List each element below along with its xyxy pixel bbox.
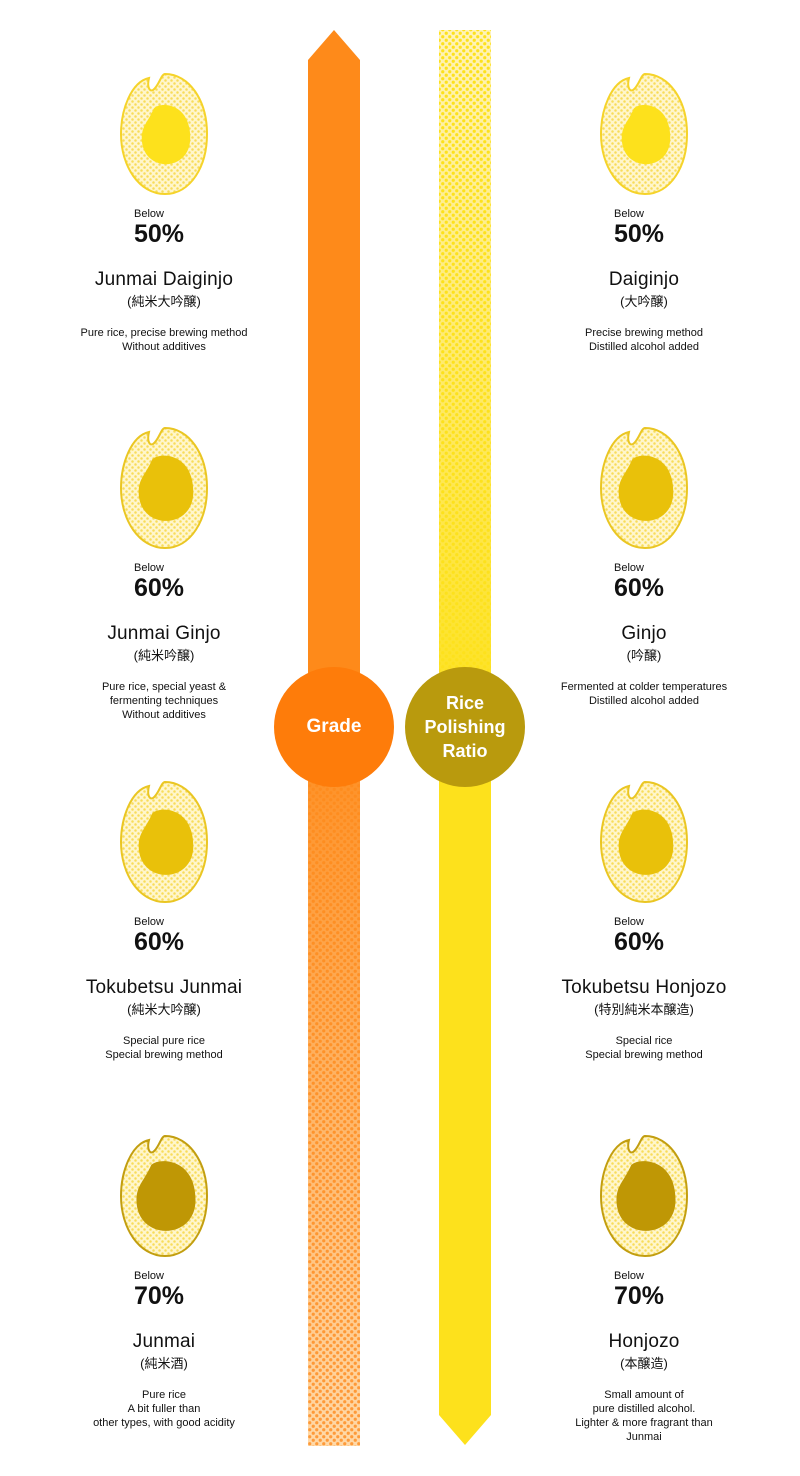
ratio-circle: Rice Polishing Ratio <box>405 667 525 787</box>
description-line: Junmai <box>626 1431 662 1443</box>
grade-circle: Grade <box>274 667 394 787</box>
grade-entry-right-1: Below 60% Ginjo (吟醸) Fermented at colder tem… <box>494 424 794 708</box>
grade-bar-fade <box>308 720 360 1446</box>
rice-core <box>618 809 674 875</box>
below-label: Below <box>134 916 164 928</box>
rice-core <box>616 1161 676 1231</box>
grade-description: Fermented at colder temperatures Distille… <box>494 680 794 708</box>
grade-name: Ginjo <box>621 623 667 644</box>
rice-core <box>136 1161 196 1231</box>
polishing-percent: 60% <box>134 574 185 602</box>
grade-description: Special pure rice Special brewing method <box>14 1034 314 1062</box>
grade-name: Junmai Daiginjo <box>94 269 234 290</box>
rice-grain-icon <box>599 426 689 550</box>
grade-entry-left-1: Below 60% Junmai Ginjo (純米吟醸) Pure rice, spe… <box>14 424 314 722</box>
rice-core <box>138 455 194 521</box>
below-label: Below <box>134 562 164 574</box>
polishing-percent: 50% <box>134 220 185 248</box>
rice-grain-icon <box>119 780 209 904</box>
below-label: Below <box>614 562 644 574</box>
description-line: Fermented at colder temperatures <box>560 681 728 693</box>
grade-entry-left-0: Below 50% Junmai Daiginjo (純米大吟醸) Pure rice,… <box>14 70 314 354</box>
description-line: Special rice <box>615 1035 673 1047</box>
ratio-label-line-3: Ratio <box>442 741 488 761</box>
grade-label: Grade <box>306 716 362 737</box>
description-line: Special brewing method <box>105 1049 223 1061</box>
description-line: Without additives <box>122 341 206 353</box>
grade-entry-right-3: Below 70% Honjozo (本醸造) Small amount of pure … <box>494 1132 794 1444</box>
grade-kanji: (大吟醸) <box>620 294 668 309</box>
description-line: Precise brewing method <box>584 327 703 339</box>
rice-grain-icon <box>599 780 689 904</box>
grade-description: Special rice Special brewing method <box>494 1034 794 1062</box>
grade-kanji: (純米吟醸) <box>133 648 195 663</box>
grade-entry-right-2: Below 60% Tokubetsu Honjozo (特別純米本醸造) Specia… <box>494 778 794 1062</box>
polishing-percent: 70% <box>134 1282 185 1310</box>
polishing-percent: 50% <box>614 220 665 248</box>
rice-core <box>621 105 671 165</box>
grade-description: Pure rice, special yeast & fermenting tec… <box>14 680 314 722</box>
grade-bar-top <box>308 30 360 720</box>
polishing-percent: 70% <box>614 1282 665 1310</box>
description-line: Distilled alcohol added <box>588 695 700 707</box>
grade-description: Pure rice, precise brewing method Without… <box>14 326 314 354</box>
ratio-bar-bottom <box>439 720 491 1445</box>
grade-kanji: (純米大吟醸) <box>127 1002 201 1017</box>
rice-core <box>618 455 674 521</box>
polishing-percent: 60% <box>614 928 665 956</box>
below-label: Below <box>614 1270 644 1282</box>
grade-kanji: (純米大吟醸) <box>127 294 201 309</box>
below-label: Below <box>614 208 644 220</box>
grade-kanji: (本醸造) <box>620 1356 668 1371</box>
below-label: Below <box>614 916 644 928</box>
ratio-bar-fade <box>439 30 491 730</box>
description-line: Small amount of <box>604 1389 684 1401</box>
grade-description: Pure rice A bit fuller than other types, w… <box>14 1388 314 1430</box>
grade-name: Junmai Ginjo <box>107 623 221 644</box>
ratio-label-line-1: Rice <box>445 693 485 713</box>
grade-name: Junmai <box>132 1331 196 1352</box>
below-label: Below <box>134 208 164 220</box>
grade-kanji: (純米酒) <box>140 1356 188 1371</box>
rice-core <box>141 105 191 165</box>
grade-entry-right-0: Below 50% Daiginjo (大吟醸) Precise brewing met… <box>494 70 794 354</box>
grade-entry-left-2: Below 60% Tokubetsu Junmai (純米大吟醸) Special p… <box>14 778 314 1062</box>
grade-name: Daiginjo <box>608 269 680 290</box>
rice-grain-icon <box>599 1134 689 1258</box>
description-line: Lighter & more fragrant than <box>575 1417 713 1429</box>
rice-grain-icon <box>599 72 689 196</box>
grade-description: Small amount of pure distilled alcohol. Li… <box>494 1388 794 1444</box>
below-label: Below <box>134 1270 164 1282</box>
grade-name: Honjozo <box>608 1331 680 1352</box>
description-line: Distilled alcohol added <box>588 341 700 353</box>
rice-core <box>138 809 194 875</box>
description-line: Pure rice, special yeast & <box>101 681 227 693</box>
grade-kanji: (特別純米本醸造) <box>594 1002 694 1017</box>
description-line: fermenting techniques <box>109 695 219 707</box>
rice-grain-icon <box>119 426 209 550</box>
description-line: Pure rice <box>141 1389 187 1401</box>
description-line: Special brewing method <box>585 1049 703 1061</box>
description-line: pure distilled alcohol. <box>592 1403 696 1415</box>
description-line: Special pure rice <box>123 1035 205 1047</box>
rice-grain-icon <box>119 72 209 196</box>
grade-name: Tokubetsu Junmai <box>85 977 243 998</box>
polishing-percent: 60% <box>134 928 185 956</box>
rice-grain-icon <box>119 1134 209 1258</box>
description-line: Pure rice, precise brewing method <box>80 327 248 339</box>
grade-description: Precise brewing method Distilled alcohol … <box>494 326 794 354</box>
description-line: Without additives <box>122 709 206 721</box>
grade-name: Tokubetsu Honjozo <box>561 977 727 998</box>
grade-kanji: (吟醸) <box>626 648 662 663</box>
grade-entry-left-3: Below 70% Junmai (純米酒) Pure rice A bit fuller… <box>14 1132 314 1430</box>
ratio-label-line-2: Polishing <box>424 717 506 737</box>
description-line: A bit fuller than <box>127 1403 201 1415</box>
description-line: other types, with good acidity <box>93 1417 235 1429</box>
polishing-percent: 60% <box>614 574 665 602</box>
